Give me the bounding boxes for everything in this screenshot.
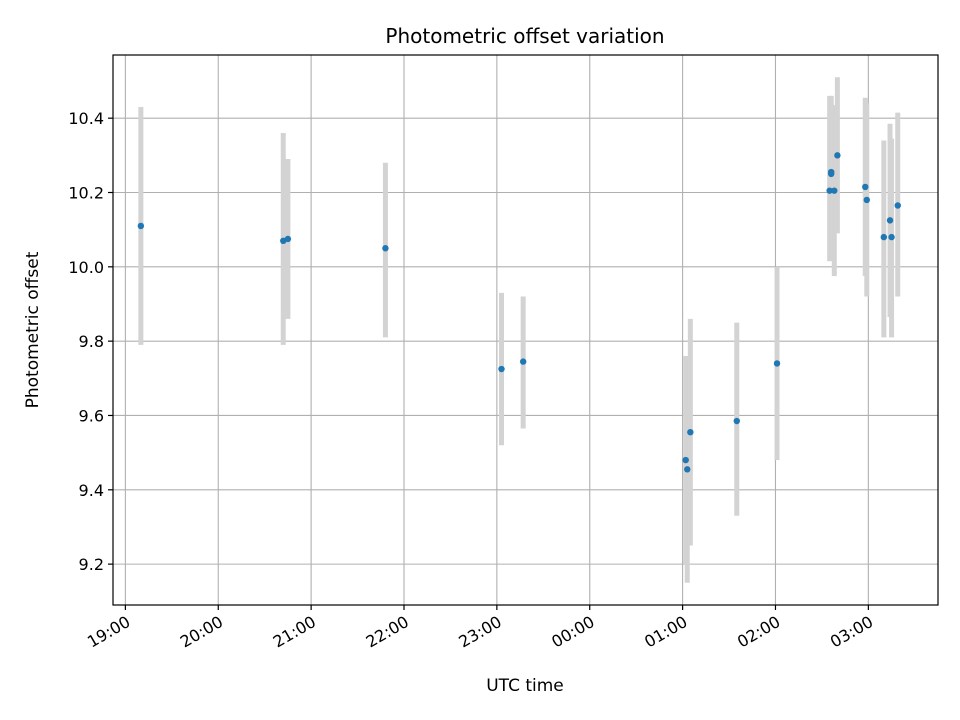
data-point — [284, 235, 292, 243]
data-point — [862, 183, 869, 191]
y-tick-label: 9.2 — [79, 555, 104, 574]
data-point — [733, 417, 740, 425]
data-point — [498, 365, 505, 373]
y-tick-label: 9.4 — [79, 481, 104, 500]
data-point — [880, 233, 888, 241]
y-tick-label: 9.8 — [79, 332, 104, 351]
y-tick-label: 10.0 — [68, 258, 104, 277]
y-tick-label: 9.6 — [79, 406, 104, 425]
y-tick-label: 10.2 — [68, 184, 104, 203]
data-points — [137, 152, 901, 473]
chart-title: Photometric offset variation — [385, 24, 664, 48]
data-point — [137, 222, 145, 230]
y-axis: 9.2 9.4 9.6 9.8 10.0 10.2 10.4 — [68, 109, 113, 574]
data-point — [827, 168, 835, 176]
data-point — [687, 428, 694, 436]
data-point — [886, 217, 894, 224]
data-point — [382, 245, 389, 252]
data-point — [519, 358, 527, 365]
data-point — [682, 456, 689, 464]
data-point — [773, 360, 781, 367]
x-axis-label: UTC time — [486, 676, 564, 696]
data-point — [863, 196, 870, 204]
y-axis-label: Photometric offset — [23, 251, 43, 408]
data-point — [684, 466, 691, 473]
data-point — [834, 152, 841, 159]
data-point — [826, 187, 833, 194]
data-point — [894, 202, 901, 209]
y-tick-label: 10.4 — [68, 109, 104, 128]
data-point — [888, 233, 895, 241]
plot-frame — [112, 54, 939, 606]
data-point — [831, 187, 838, 194]
